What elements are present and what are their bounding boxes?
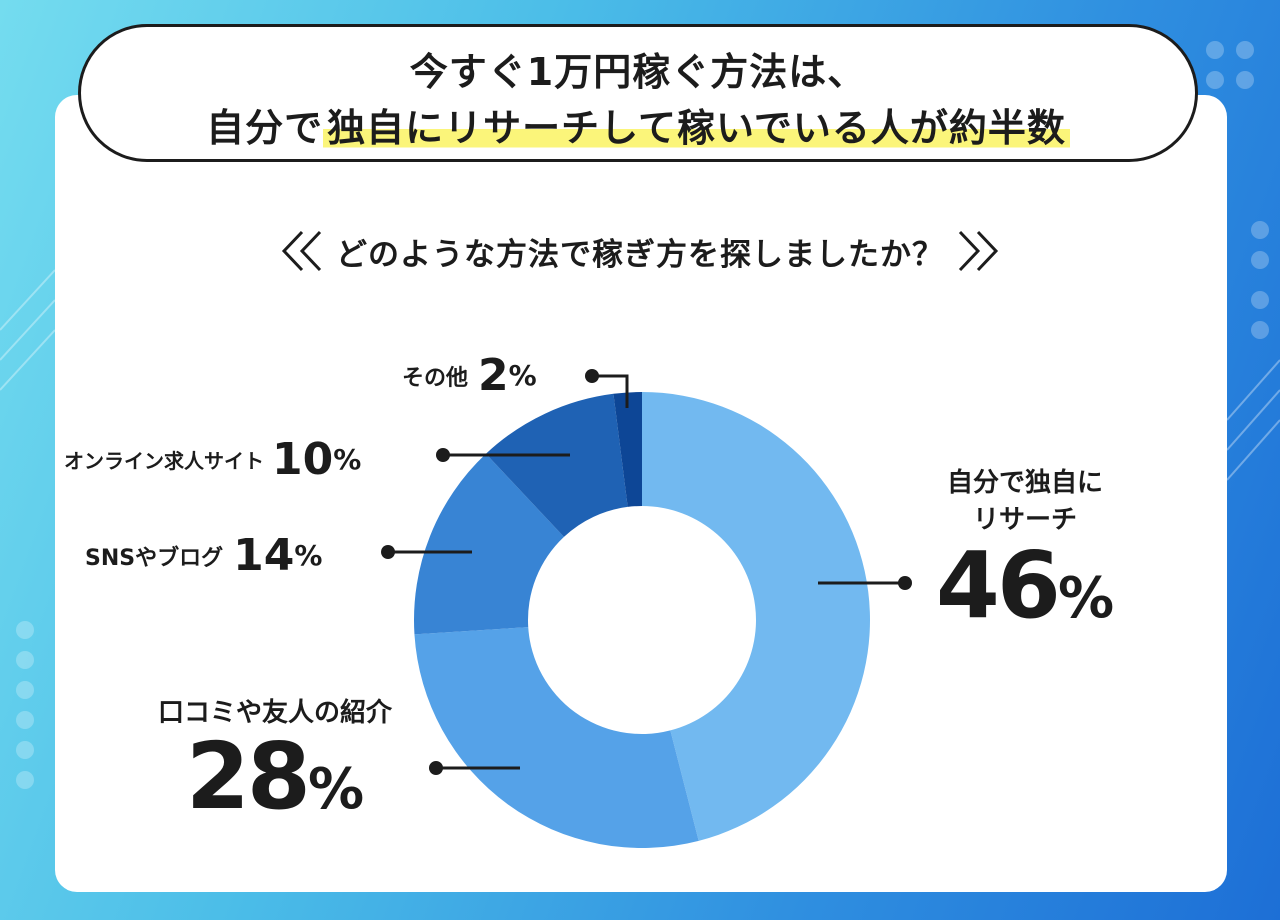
double-chevron-right-icon — [958, 230, 999, 272]
title-line-2: 自分で 独自にリサーチして稼いでいる人が約半数 — [81, 97, 1195, 152]
title-banner: 今すぐ1万円稼ぐ方法は、 自分で 独自にリサーチして稼いでいる人が約半数 — [78, 24, 1198, 162]
leader-online-dot — [436, 448, 450, 462]
slice-other — [613, 392, 642, 507]
label-research: 自分で独自に リサーチ 46% — [905, 462, 1145, 632]
leader-other — [592, 374, 629, 408]
title-line-1: 今すぐ1万円稼ぐ方法は、 — [409, 50, 867, 94]
slice-online — [485, 393, 628, 537]
slice-sns — [414, 453, 564, 635]
label-word-of-mouth-text: 口コミや友人の紹介 — [157, 698, 392, 728]
slice-research — [642, 392, 871, 841]
value-word-of-mouth: 28 — [185, 723, 311, 830]
pct-other: % — [508, 359, 537, 392]
label-sns: SNSやブログ 14% — [85, 530, 322, 581]
value-online: 10 — [272, 434, 334, 485]
pct-word-of-mouth: % — [307, 757, 365, 822]
label-research-line-2: リサーチ — [972, 505, 1077, 535]
slice-word-of-mouth — [414, 627, 699, 848]
survey-question: どのような方法で稼ぎ方を探しましたか？ — [336, 236, 944, 273]
leader-research-dot — [898, 576, 912, 590]
pct-online: % — [333, 443, 362, 476]
label-other: その他 2% — [402, 350, 537, 401]
value-research: 46 — [935, 532, 1061, 639]
pct-research: % — [1057, 566, 1115, 631]
label-other-text: その他 — [402, 365, 469, 391]
leader-sns-dot — [381, 545, 395, 559]
label-online-text: オンライン求人サイト — [64, 449, 264, 473]
title-line-2-prefix: 自分で — [206, 106, 324, 150]
pct-sns: % — [294, 539, 323, 572]
double-chevron-left-icon — [281, 230, 322, 272]
value-sns: 14 — [233, 530, 295, 581]
leader-other-dot — [585, 369, 599, 383]
leader-word-of-mouth-dot — [429, 761, 443, 775]
question-row: どのような方法で稼ぎ方を探しましたか？ — [0, 226, 1280, 276]
label-word-of-mouth: 口コミや友人の紹介 28% — [110, 692, 440, 823]
title-highlight: 独自にリサーチして稼いでいる人が約半数 — [323, 106, 1070, 150]
value-other: 2 — [478, 350, 509, 401]
label-research-line-1: 自分で独自に — [946, 468, 1103, 498]
label-sns-text: SNSやブログ — [85, 545, 224, 571]
label-online: オンライン求人サイト 10% — [64, 434, 361, 485]
